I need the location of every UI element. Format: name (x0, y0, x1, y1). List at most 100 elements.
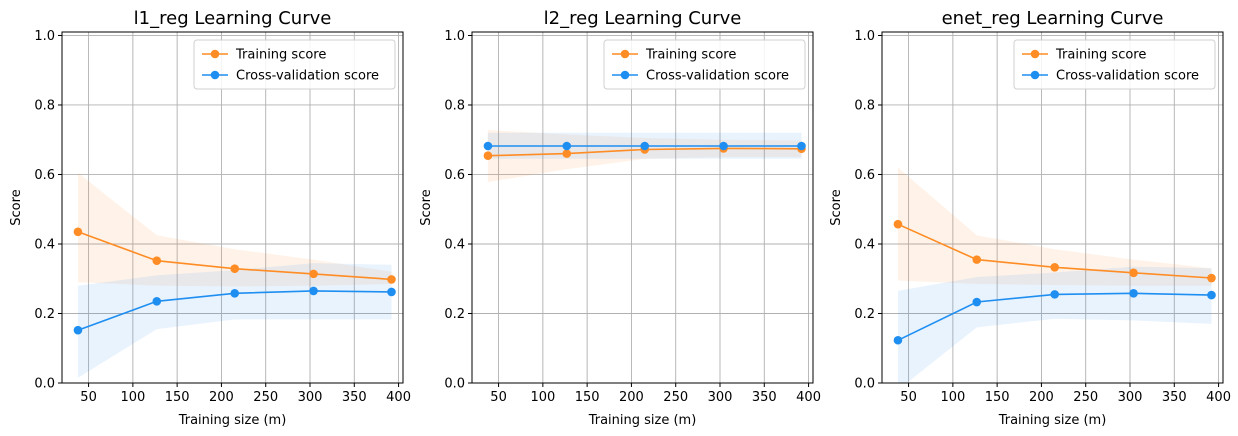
grid (882, 32, 1223, 384)
x-tick-label: 400 (796, 390, 821, 405)
x-tick-label: 150 (985, 390, 1010, 405)
chart-title: l2_reg Learning Curve (544, 8, 742, 29)
data-point-cv (1050, 290, 1060, 299)
y-axis-label: Score (9, 189, 24, 225)
x-tick-label: 100 (530, 390, 555, 405)
plot-area (893, 167, 1216, 383)
legend-label: Training score (645, 48, 736, 63)
data-point-training (972, 255, 982, 264)
legend-label: Cross-validation score (236, 69, 379, 84)
x-tick-label: 300 (708, 390, 733, 405)
legend-marker (210, 70, 220, 80)
x-tick-label: 100 (120, 390, 145, 405)
chart-title: l1_reg Learning Curve (134, 8, 332, 29)
data-point-cv (387, 287, 396, 297)
data-point-cv (73, 325, 83, 335)
y-tick-label: 0.8 (34, 98, 55, 113)
data-point-training (309, 269, 318, 279)
data-point-training (1207, 273, 1216, 283)
legend: Training score Cross-validation score (193, 39, 396, 90)
x-tick-label: 250 (663, 390, 688, 405)
data-point-training (152, 256, 162, 265)
x-tick-label: 350 (342, 390, 367, 405)
x-tick-label: 350 (1162, 390, 1187, 405)
legend-box (193, 39, 396, 90)
x-axis-label: Training size (m) (998, 413, 1107, 428)
y-axis-label: Score (829, 189, 844, 225)
chart-title: enet_reg Learning Curve (942, 8, 1164, 29)
confidence-band-cv (77, 263, 392, 378)
y-tick-label: 0.8 (854, 98, 875, 113)
x-axis-label: Training size (m) (178, 413, 287, 428)
y-tick-label: 0.0 (854, 377, 875, 392)
y-tick-label: 0.4 (444, 237, 465, 252)
x-tick-label: 100 (940, 390, 965, 405)
x-tick-label: 50 (80, 390, 97, 405)
x-tick-label: 250 (253, 390, 278, 405)
y-tick-label: 0.6 (34, 168, 55, 183)
y-tick-label: 0.8 (444, 98, 465, 113)
y-tick-label: 0.2 (34, 307, 55, 322)
data-point-cv (719, 141, 728, 151)
y-tick-label: 0.2 (444, 307, 465, 322)
y-tick-label: 1.0 (444, 29, 465, 44)
y-tick-label: 0.6 (444, 168, 465, 183)
legend: Training score Cross-validation score (603, 39, 806, 90)
axes-frame (471, 31, 814, 384)
x-tick-label: 200 (209, 390, 234, 405)
x-tick-label: 300 (298, 390, 323, 405)
x-tick-label: 400 (386, 390, 411, 405)
data-point-training (1129, 268, 1138, 278)
data-point-cv (893, 335, 903, 345)
data-point-cv (1129, 289, 1138, 298)
data-point-cv (1207, 290, 1216, 300)
chart-panel-2: 50 100 150 200 250 300 350 400 0.0 0.2 0.4 0.6 0.8 1.… (419, 8, 821, 428)
plot-area (73, 172, 396, 378)
legend-label: Training score (1055, 48, 1146, 63)
y-axis-label: Score (419, 189, 434, 225)
data-point-training (483, 151, 493, 161)
legend-marker (620, 49, 630, 59)
data-point-training (73, 227, 83, 237)
x-tick-label: 50 (490, 390, 507, 405)
legend-marker (1030, 49, 1040, 59)
y-tick-label: 0.4 (34, 237, 55, 252)
data-point-training (1050, 262, 1060, 272)
data-point-cv (797, 141, 806, 151)
data-point-cv (309, 286, 318, 296)
data-point-training (230, 264, 240, 273)
legend-box (1013, 39, 1216, 90)
x-tick-label: 200 (619, 390, 644, 405)
x-tick-label: 50 (900, 390, 917, 405)
legend-label: Cross-validation score (1056, 69, 1199, 84)
legend-label: Cross-validation score (646, 69, 789, 84)
data-point-training (893, 219, 903, 229)
x-tick-label: 250 (1073, 390, 1098, 405)
data-point-training (387, 275, 396, 284)
confidence-band-cv (897, 266, 1212, 383)
axes-frame (881, 31, 1224, 384)
chart-panel-1: 50 100 150 200 250 300 350 400 0.0 0.2 0.4 0.6 0.8 1.… (9, 8, 411, 428)
x-axis-label: Training size (m) (588, 413, 697, 428)
x-tick-label: 200 (1029, 390, 1054, 405)
legend: Training score Cross-validation score (1013, 39, 1216, 90)
y-tick-label: 0.0 (34, 377, 55, 392)
data-point-cv (562, 141, 572, 151)
y-tick-label: 0.2 (854, 307, 875, 322)
data-point-cv (972, 297, 982, 307)
x-tick-label: 300 (1118, 390, 1143, 405)
axes-frame (61, 31, 404, 384)
y-tick-label: 0.0 (444, 377, 465, 392)
y-tick-label: 1.0 (854, 29, 875, 44)
plot-area (483, 130, 806, 183)
legend-marker (620, 70, 630, 80)
data-point-cv (152, 297, 162, 306)
legend-label: Training score (235, 48, 326, 63)
data-point-cv (483, 141, 493, 151)
y-tick-label: 0.4 (854, 237, 875, 252)
data-point-cv (640, 141, 650, 151)
legend-marker (1030, 70, 1040, 80)
grid (62, 32, 403, 384)
x-tick-label: 150 (165, 390, 190, 405)
